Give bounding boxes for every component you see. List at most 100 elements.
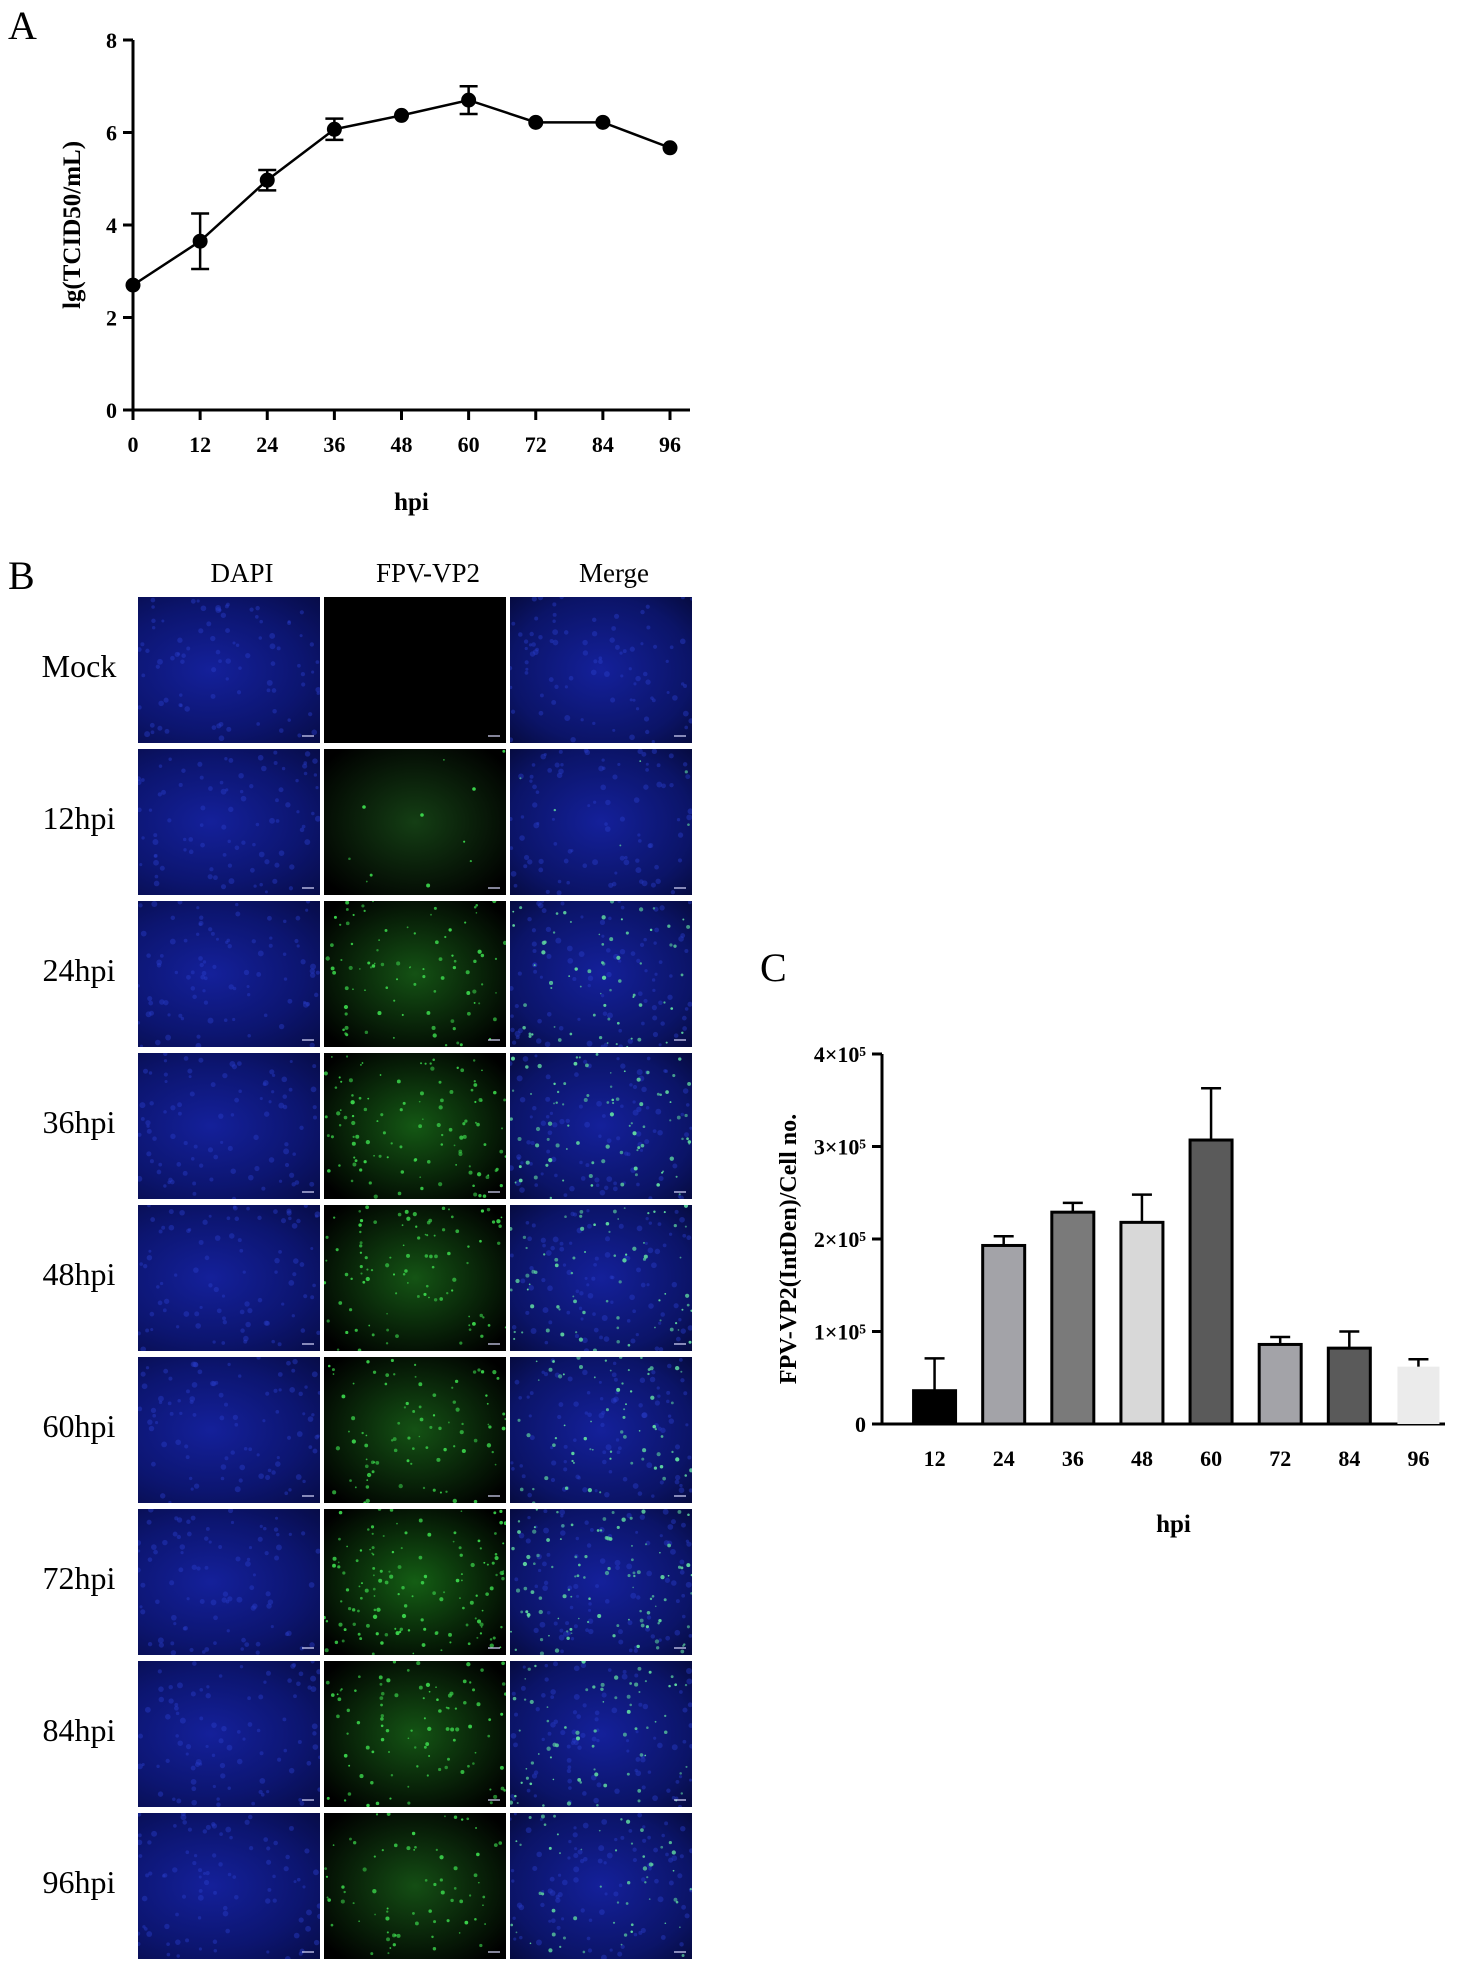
micrograph-merge-12hpi	[510, 749, 692, 895]
row-label: 60hpi	[42, 1408, 116, 1444]
data-point	[394, 107, 409, 123]
row-label: Mock	[41, 648, 117, 684]
micrograph-merge-48hpi	[510, 1205, 692, 1351]
scale-bar	[488, 1799, 500, 1801]
cell-dots	[324, 1205, 506, 1351]
y-tick-label: 0	[855, 1412, 866, 1437]
scale-bar	[674, 1495, 686, 1497]
scale-bar	[302, 1039, 314, 1041]
scale-bar	[488, 1039, 500, 1041]
bar	[1257, 1342, 1303, 1426]
cell-dots	[138, 1813, 320, 1959]
cell-dots	[138, 1053, 318, 1199]
micrograph-dapi-48hpi	[138, 1205, 320, 1351]
data-point	[125, 277, 141, 293]
y-tick-label: 8	[106, 28, 117, 53]
x-tick-label: 24	[256, 432, 278, 457]
micrograph-merge-mock	[510, 597, 692, 743]
cell-dots	[325, 901, 506, 1047]
panel-c-label: C	[760, 945, 787, 990]
micrograph-dapi-84hpi	[138, 1661, 320, 1807]
y-tick-label: 4	[106, 213, 117, 238]
y-axis-title: lg(TCID50/mL)	[59, 141, 86, 309]
bar	[1326, 1346, 1372, 1426]
scale-bar	[674, 887, 686, 889]
row-label: 12hpi	[42, 800, 116, 836]
micrograph-fpv-vp2-96hpi	[324, 1813, 506, 1959]
x-tick-label: 60	[1200, 1446, 1222, 1471]
panel-b-label: B	[8, 553, 35, 598]
micrograph-merge-72hpi	[510, 1509, 692, 1655]
row-label: 72hpi	[42, 1560, 116, 1596]
scale-bar	[302, 1343, 314, 1345]
x-tick-label: 96	[659, 432, 681, 457]
scale-bar	[674, 735, 686, 737]
micrograph-fpv-vp2-24hpi	[324, 901, 506, 1047]
micrograph-dapi-24hpi	[138, 901, 320, 1047]
scale-bar	[674, 1343, 686, 1345]
x-tick-label: 24	[993, 1446, 1015, 1471]
vp2-intensity-bar-chart: 0 1×10⁵ 2×10⁵ 3×10⁵ 4×10⁵ FPV-VP2(IntDen)/Cel…	[776, 1042, 1445, 1538]
cell-dots	[510, 1205, 692, 1351]
cell-dots	[138, 1509, 320, 1655]
scale-bar	[674, 1799, 686, 1801]
scale-bar	[674, 1647, 686, 1649]
scale-bar	[488, 1343, 500, 1345]
bar	[912, 1389, 958, 1426]
x-tick-label: 96	[1407, 1446, 1429, 1471]
cell-dots	[510, 1813, 692, 1959]
micrograph-fpv-vp2-60hpi	[324, 1357, 506, 1503]
bar	[1188, 1138, 1234, 1426]
micrograph-merge-60hpi	[510, 1357, 692, 1503]
cell-dots	[325, 1661, 506, 1807]
scale-bar	[488, 735, 500, 737]
x-tick-label: 12	[924, 1446, 946, 1471]
y-axis-title: FPV-VP2(IntDen)/Cell no.	[776, 1114, 802, 1384]
cell-dots	[324, 1509, 506, 1655]
cell-dots	[138, 1661, 320, 1807]
cell-dots	[138, 750, 320, 894]
x-tick-label: 36	[323, 432, 345, 457]
y-tick-label: 4×10⁵	[814, 1042, 867, 1067]
row-label: 36hpi	[42, 1104, 116, 1140]
cell-dots	[348, 749, 506, 888]
series-line	[132, 98, 671, 287]
micrograph-fpv-vp2-84hpi	[324, 1661, 506, 1807]
cell-dots	[510, 1357, 692, 1503]
x-tick-label: 48	[1131, 1446, 1153, 1471]
column-header-fpv-vp2: FPV-VP2	[375, 558, 481, 588]
cell-dots	[138, 1357, 320, 1503]
cell-dots	[510, 1509, 692, 1655]
scale-bar	[488, 1647, 500, 1649]
data-point	[662, 140, 678, 156]
cell-dots	[510, 749, 692, 895]
x-tick-label: 72	[525, 432, 547, 457]
scale-bar	[302, 1647, 314, 1649]
scale-bar	[488, 887, 500, 889]
scale-bar	[302, 1951, 314, 1953]
micrograph-fpv-vp2-36hpi	[324, 1053, 506, 1199]
cell-dots	[324, 597, 506, 743]
x-tick-label: 36	[1062, 1446, 1084, 1471]
bar	[1397, 1366, 1440, 1424]
column-header-merge: Merge	[579, 558, 649, 588]
panel-a-label: A	[8, 3, 37, 48]
data-point	[595, 114, 611, 130]
micrograph-dapi-72hpi	[138, 1509, 320, 1655]
micrograph-fpv-vp2-72hpi	[324, 1509, 506, 1655]
x-tick-label: 84	[1338, 1446, 1360, 1471]
x-tick-label: 72	[1269, 1446, 1291, 1471]
micrograph-merge-96hpi	[510, 1813, 692, 1959]
x-tick-label: 84	[592, 432, 614, 457]
x-tick-label: 0	[128, 432, 139, 457]
scale-bar	[674, 1039, 686, 1041]
scale-bar	[488, 1951, 500, 1953]
row-label: 96hpi	[42, 1864, 116, 1900]
micrograph-fpv-vp2-12hpi	[324, 749, 506, 895]
x-axis-title: hpi	[1156, 1511, 1191, 1538]
scale-bar	[302, 1495, 314, 1497]
cell-dots	[138, 597, 320, 742]
y-tick-label: 3×10⁵	[814, 1135, 867, 1160]
micrograph-merge-36hpi	[510, 1053, 692, 1199]
micrograph-dapi-12hpi	[138, 749, 320, 895]
